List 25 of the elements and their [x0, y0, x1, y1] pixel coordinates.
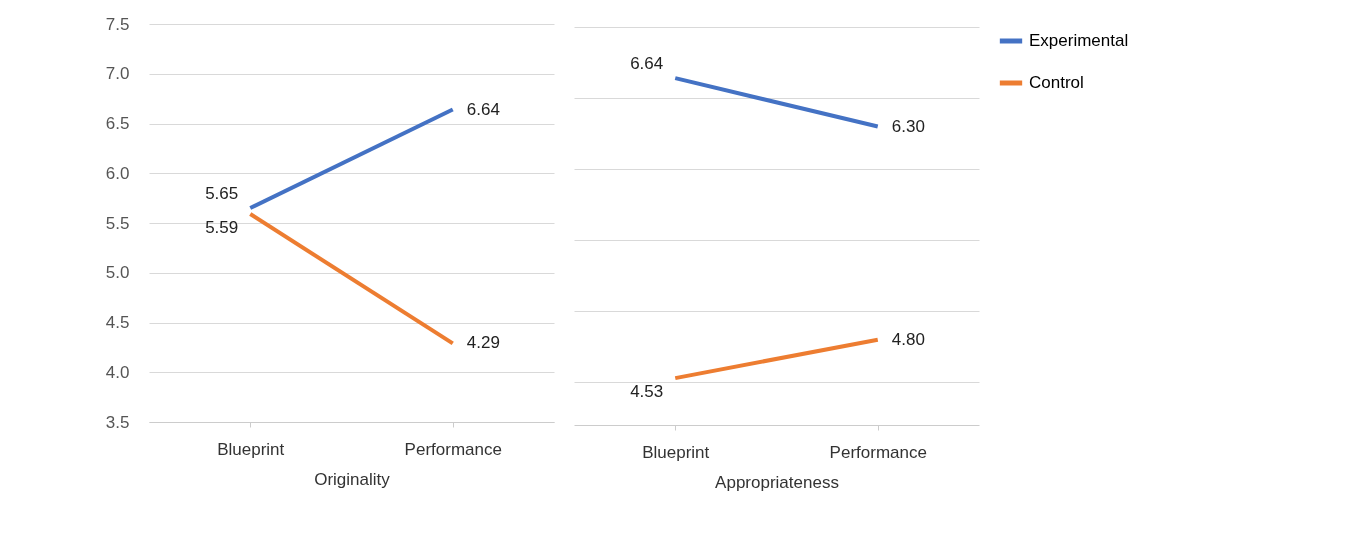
y-tick-label: 4.5 — [105, 313, 130, 332]
data-label: 4.80 — [891, 329, 925, 349]
y-tick-label: 6.0 — [105, 163, 130, 183]
data-label: 4.53 — [630, 382, 664, 402]
legend-label: Experimental — [1029, 31, 1129, 50]
y-tick-label: 7.5 — [105, 14, 130, 34]
x-tick-label: Blueprint — [642, 442, 710, 462]
legend-label: Control — [1029, 73, 1084, 92]
y-tick-label: 4.0 — [105, 362, 130, 382]
x-tick-label: Performance — [404, 439, 502, 459]
x-axis-title: Appropriateness — [715, 472, 839, 492]
data-label: 6.64 — [466, 99, 500, 119]
x-tick-label: Blueprint — [217, 439, 285, 459]
x-tick-label: Performance — [829, 442, 927, 462]
y-tick-label: 5.5 — [105, 213, 130, 233]
x-axis-title: Originality — [314, 469, 391, 489]
data-label: 4.29 — [466, 333, 500, 353]
y-tick-label: 7.0 — [105, 64, 130, 84]
data-label: 5.59 — [205, 218, 239, 238]
data-label: 6.30 — [891, 116, 925, 136]
y-tick-label: 3.5 — [105, 412, 130, 432]
data-label: 6.64 — [630, 54, 664, 74]
y-tick-label: 6.5 — [105, 114, 130, 133]
data-label: 5.65 — [205, 184, 239, 204]
y-tick-label: 5.0 — [105, 263, 130, 283]
